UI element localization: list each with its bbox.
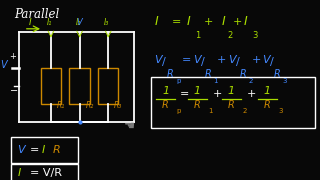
Text: 2: 2 <box>228 31 233 40</box>
Text: /: / <box>236 57 239 67</box>
Text: V: V <box>1 60 7 70</box>
Text: 1: 1 <box>194 86 201 96</box>
Text: +: + <box>204 17 213 27</box>
Text: +: + <box>247 89 256 99</box>
Text: V: V <box>228 55 235 65</box>
Text: +: + <box>217 55 226 65</box>
Text: I: I <box>218 15 226 28</box>
Text: Parallel: Parallel <box>14 8 60 21</box>
Bar <box>41 68 61 104</box>
Text: I: I <box>244 15 247 28</box>
Text: V: V <box>18 145 25 155</box>
Text: /: / <box>162 57 166 67</box>
Text: 1: 1 <box>209 107 213 114</box>
Text: R: R <box>228 100 235 110</box>
Text: V: V <box>262 55 270 65</box>
Text: 1: 1 <box>213 78 218 84</box>
Bar <box>11 164 78 180</box>
Text: R: R <box>274 69 281 79</box>
Text: V: V <box>76 18 82 27</box>
Text: =: = <box>180 89 189 99</box>
Text: 2: 2 <box>248 78 252 84</box>
Text: =: = <box>181 55 191 65</box>
Text: R: R <box>167 69 174 79</box>
Text: R₂: R₂ <box>85 101 93 110</box>
Text: V: V <box>155 55 162 65</box>
Text: 2: 2 <box>243 107 247 114</box>
Text: 1: 1 <box>228 86 235 96</box>
Text: = V/R: = V/R <box>30 168 62 178</box>
Text: =: = <box>172 17 181 27</box>
Bar <box>69 68 90 104</box>
Bar <box>151 77 315 128</box>
Text: p: p <box>176 78 180 84</box>
Text: R: R <box>162 100 169 110</box>
Text: 1: 1 <box>264 86 271 96</box>
Bar <box>11 137 78 163</box>
Bar <box>98 68 118 104</box>
Text: R: R <box>205 69 212 79</box>
Text: I: I <box>186 15 190 28</box>
Text: 1: 1 <box>195 31 200 40</box>
Text: 3: 3 <box>279 107 283 114</box>
Text: −: − <box>10 86 18 96</box>
Text: R₃: R₃ <box>114 101 122 110</box>
Text: R₁: R₁ <box>57 101 65 110</box>
Text: +: + <box>10 52 16 61</box>
Text: V: V <box>193 55 200 65</box>
Text: I₁: I₁ <box>47 18 52 27</box>
Text: I: I <box>155 15 158 28</box>
Text: =: = <box>30 145 43 155</box>
Text: I₂: I₂ <box>76 18 81 27</box>
Text: 3: 3 <box>252 31 258 40</box>
Text: I: I <box>41 145 44 155</box>
Text: /: / <box>270 57 274 67</box>
Text: +: + <box>232 17 242 27</box>
Text: R: R <box>240 69 246 79</box>
Text: ☚: ☚ <box>124 120 135 133</box>
Text: I: I <box>18 168 21 178</box>
Text: 3: 3 <box>283 78 287 84</box>
Text: +: + <box>252 55 261 65</box>
Text: /: / <box>201 57 204 67</box>
Text: I₃: I₃ <box>104 18 109 27</box>
Text: R: R <box>52 145 60 155</box>
Text: R: R <box>264 100 271 110</box>
Text: p: p <box>177 107 181 114</box>
Text: +: + <box>212 89 222 99</box>
Text: 1: 1 <box>162 86 169 96</box>
Text: I: I <box>29 18 31 27</box>
Text: R: R <box>194 100 201 110</box>
